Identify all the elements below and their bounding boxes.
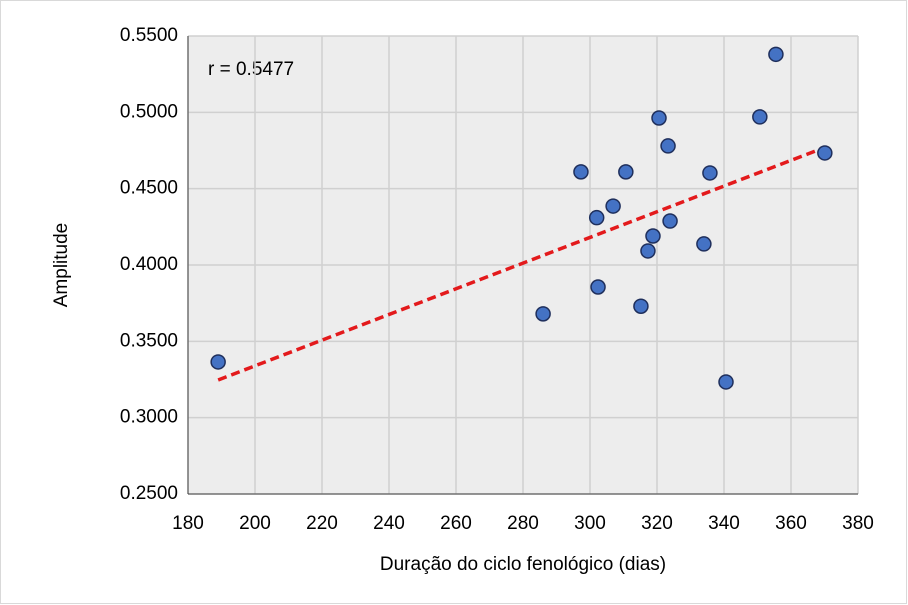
x-tick-label: 340 — [708, 513, 740, 534]
point — [640, 243, 656, 259]
point — [702, 165, 718, 181]
x-tick-label: 300 — [574, 513, 606, 534]
x-tick-label: 180 — [172, 513, 204, 534]
x-tick-label: 200 — [239, 513, 271, 534]
point — [718, 374, 734, 390]
point — [768, 46, 784, 63]
point — [817, 145, 833, 161]
y-tick-label: 0.5500 — [120, 25, 178, 46]
x-tick-label: 380 — [842, 513, 874, 534]
point — [696, 236, 712, 252]
point — [210, 354, 226, 370]
point — [660, 138, 676, 154]
x-tick-label: 260 — [440, 513, 472, 534]
y-tick-label: 0.2500 — [120, 483, 178, 504]
x-tick-label: 320 — [641, 513, 673, 534]
point — [752, 109, 768, 125]
y-tick-label: 0.4500 — [120, 178, 178, 199]
point — [605, 198, 621, 214]
point — [618, 164, 634, 180]
y-tick-label: 0.5000 — [120, 101, 178, 122]
y-tick-label: 0.3500 — [120, 330, 178, 351]
annotation: r = 0.5477 — [208, 59, 294, 80]
x-tick-label: 360 — [775, 513, 807, 534]
y-tick-label: 0.4000 — [120, 254, 178, 275]
trendline — [217, 146, 824, 382]
x-axis-title: Duração do ciclo fenológico (dias) — [380, 554, 666, 575]
x-tick-label: 220 — [306, 513, 338, 534]
x-tick-label: 280 — [507, 513, 539, 534]
x-tick-label: 240 — [373, 513, 405, 534]
point — [535, 306, 551, 322]
point — [645, 228, 661, 244]
point — [633, 298, 649, 314]
point — [573, 164, 589, 180]
point — [590, 279, 606, 295]
point — [662, 213, 678, 229]
point — [588, 209, 605, 226]
y-tick-label: 0.3000 — [120, 407, 178, 428]
y-axis-title: Amplitude — [51, 223, 72, 308]
point — [651, 110, 667, 126]
